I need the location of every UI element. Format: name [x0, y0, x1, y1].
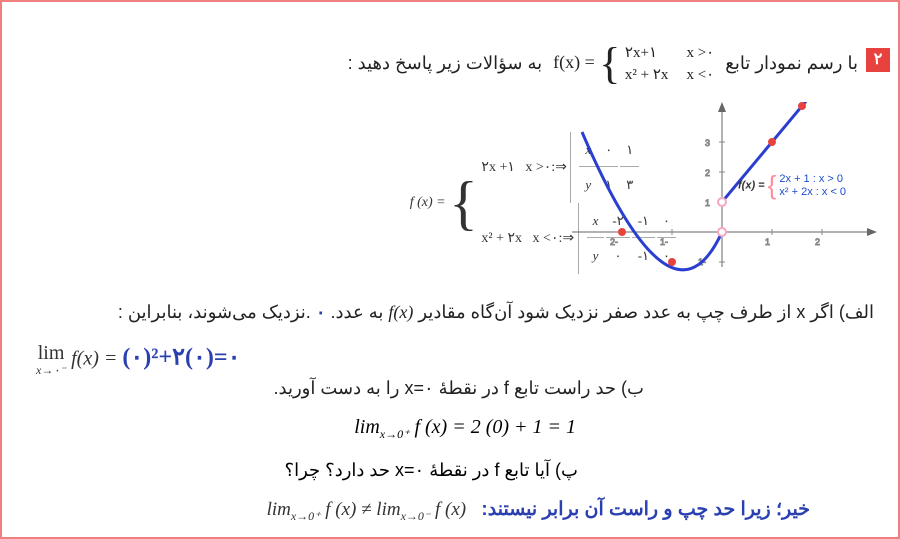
question-text: ب) حد راست تابع f در نقطهٔ ٠=x را به دست… [274, 378, 645, 398]
r1a: ۲x +۱ [481, 160, 514, 175]
svg-text:2: 2 [815, 237, 820, 247]
fx: f (x) = [410, 195, 446, 210]
svg-text:1: 1 [765, 237, 770, 247]
t2: به عدد. [331, 302, 384, 322]
svg-text:-2: -2 [610, 237, 618, 247]
brace-icon: { [449, 183, 478, 223]
problem-number-badge: ۲ [866, 48, 890, 72]
inequality: limx→0⁺ f (x) ≠ limx→0⁻ f (x) [267, 499, 467, 524]
fx-text: f(x) = [738, 179, 765, 191]
function-def: f(x) = { ۲x+۱ x² + ۲x x >٠ x <٠ [553, 42, 714, 86]
expr: f (x) = 2 (0) + 1 = 1 [414, 416, 576, 438]
answer-zero: ٠ [316, 302, 326, 322]
piece-conditions: x >٠ x <٠ [686, 42, 714, 86]
fx: f(x) [388, 302, 413, 323]
part-pe: پ) آیا تابع f در نقطهٔ ٠=x حد دارد؟ چرا؟ [285, 460, 578, 481]
leg2: x² + 2x : x < 0 [779, 186, 846, 198]
answer: (٠)²+۲(٠)=٠ [122, 345, 240, 371]
part-beh: ب) حد راست تابع f در نقطهٔ ٠=x را به دست… [274, 378, 645, 399]
legend-rows: 2x + 1 : x > 0 x² + 2x : x < 0 [779, 173, 846, 199]
piece-expressions: ۲x+۱ x² + ۲x [625, 42, 669, 86]
question-text: پ) آیا تابع f در نقطهٔ ٠=x حد دارد؟ چرا؟ [285, 460, 578, 480]
limit-left-equation: lim x→٠⁻ f(x) = (٠)²+۲(٠)=٠ [36, 342, 240, 378]
problem-statement: با رسم نمودار تابع f(x) = { ۲x+۱ x² + ۲x… [12, 42, 858, 86]
svg-text:3: 3 [705, 138, 710, 148]
limit-right-equation: limx→0⁺ f (x) = 2 (0) + 1 = 1 [354, 416, 576, 442]
svg-text:-1: -1 [660, 237, 668, 247]
svg-text:1: 1 [705, 198, 710, 208]
fx: f(x) = [71, 348, 117, 370]
final-answer: خیر؛ زیرا حد چپ و راست آن برابر نیستند: … [267, 498, 810, 524]
piece1: ۲x+۱ [625, 45, 657, 61]
r1b: x >٠:⇒ [525, 160, 567, 175]
piece2: x² + ۲x [625, 67, 669, 83]
text: با رسم نمودار تابع [725, 53, 858, 73]
t1: الف) اگر x از طرف چپ به عدد صفر نزدیک شو… [413, 302, 874, 322]
chart-legend: f(x) = { 2x + 1 : x > 0 x² + 2x : x < 0 [738, 170, 846, 201]
cond2: x <٠ [686, 67, 714, 83]
fx-label: f(x) = [553, 52, 595, 72]
part-alef: الف) اگر x از طرف چپ به عدد صفر نزدیک شو… [26, 302, 874, 323]
r2a: x² + ۲x [481, 231, 522, 246]
t3: .نزدیک می‌شوند، بنابراین : [118, 302, 311, 322]
answer-text: خیر؛ زیرا حد چپ و راست آن برابر نیستند: [481, 499, 810, 520]
cond1: x >٠ [686, 45, 714, 61]
brace-icon: { [768, 170, 777, 200]
lim-symbol: lim x→٠⁻ [36, 342, 66, 378]
brace-icon: { [599, 44, 620, 84]
text-post: به سؤالات زیر پاسخ دهید : [348, 53, 542, 73]
leg1: 2x + 1 : x > 0 [779, 173, 843, 185]
svg-text:2: 2 [705, 168, 710, 178]
